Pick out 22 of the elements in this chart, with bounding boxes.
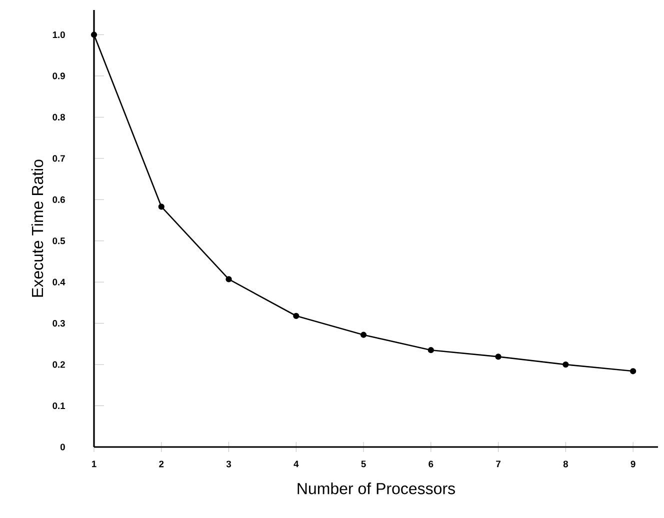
y-tick-label: 0.3 xyxy=(52,320,65,327)
x-tick-label: 7 xyxy=(496,460,500,468)
y-tick-label: 0.9 xyxy=(52,72,65,80)
x-tick-label: 8 xyxy=(563,460,568,468)
y-tick-label: 0.4 xyxy=(52,278,66,286)
x-tick-label: 9 xyxy=(630,460,636,468)
x-tick-label: 6 xyxy=(428,460,434,468)
y-tick-label: 0 xyxy=(60,444,65,450)
x-axis-title: Number of Processors xyxy=(298,482,455,494)
x-tick-label: 5 xyxy=(361,460,366,468)
y-tick-label: 0.8 xyxy=(52,114,65,120)
y-tick-label: 0.2 xyxy=(52,361,65,368)
x-tick-label: 3 xyxy=(226,460,232,468)
y-tick-label: 1.0 xyxy=(52,31,65,38)
x-tick-label: 4 xyxy=(294,460,299,468)
x-tick-label: 1 xyxy=(92,460,96,468)
x-tick-label: 2 xyxy=(159,460,164,468)
y-axis-title: Execute Time Ratio xyxy=(31,160,44,297)
y-tick-label: 0.1 xyxy=(52,402,66,410)
y-tick-label: 0.6 xyxy=(52,196,65,203)
y-tick-label: 0.7 xyxy=(52,155,65,162)
y-tick-label: 0.5 xyxy=(52,238,66,244)
